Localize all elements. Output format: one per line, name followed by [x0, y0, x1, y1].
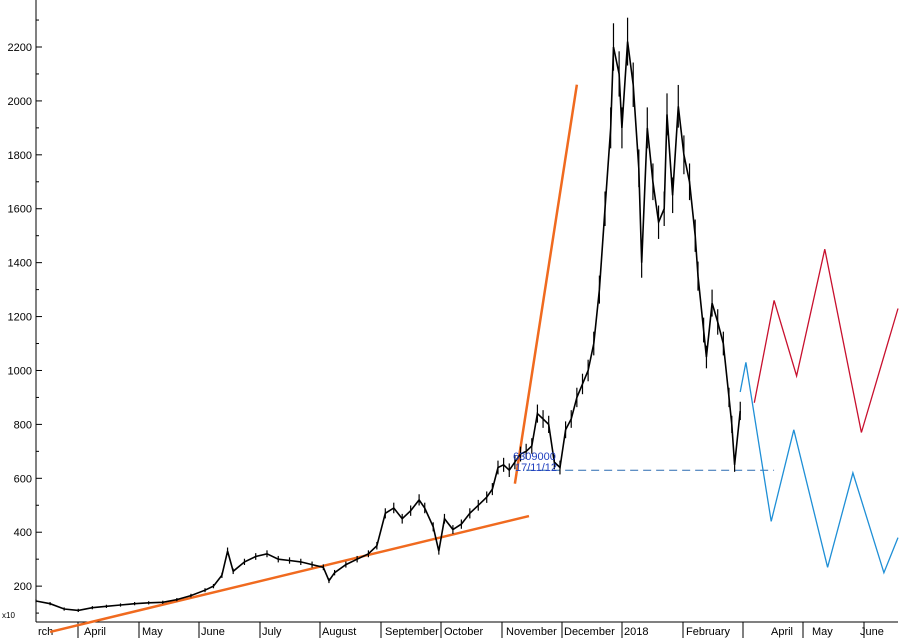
x-axis: rch April May June July August September Octobe… — [36, 621, 898, 638]
support-trendline — [49, 514, 530, 634]
chart-marks — [35, 17, 899, 634]
price-series — [35, 41, 741, 612]
month-label: November — [506, 626, 557, 638]
scale-note: x10 — [2, 611, 15, 620]
month-label: May — [812, 626, 833, 638]
month-label: September — [385, 626, 439, 638]
y-tick-label: 2200 — [8, 42, 32, 54]
month-label: rch — [38, 626, 53, 638]
month-label: April — [771, 626, 793, 638]
projection-blue — [739, 362, 899, 575]
annotation-date: 17/11/12 — [515, 462, 557, 474]
y-tick-label: 1400 — [8, 258, 32, 270]
y-tick-label: 1000 — [8, 365, 32, 377]
y-tick-label: 1600 — [8, 204, 32, 216]
month-label: 2018 — [624, 626, 648, 638]
month-label: October — [444, 626, 483, 638]
annotation-value: 6309000 — [513, 451, 556, 463]
month-label: July — [262, 626, 282, 638]
y-tick-label: 1200 — [8, 312, 32, 324]
month-label: February — [686, 626, 731, 638]
projection-red — [753, 249, 899, 433]
month-label: May — [142, 626, 163, 638]
month-label: August — [322, 626, 356, 638]
month-label: December — [564, 626, 615, 638]
month-label: April — [84, 626, 106, 638]
month-label: June — [201, 626, 225, 638]
y-tick-label: 800 — [14, 419, 32, 431]
y-tick-label: 400 — [14, 527, 32, 539]
y-tick-label: 2000 — [8, 96, 32, 108]
y-tick-label: 200 — [14, 581, 32, 593]
y-tick-label: 600 — [14, 473, 32, 485]
y-tick-label: 1800 — [8, 150, 32, 162]
month-label: June — [860, 626, 884, 638]
y-axis: 200 400 600 800 1000 1200 1400 1600 1800 2000 2200 — [8, 0, 42, 622]
steep-trendline — [513, 84, 579, 484]
